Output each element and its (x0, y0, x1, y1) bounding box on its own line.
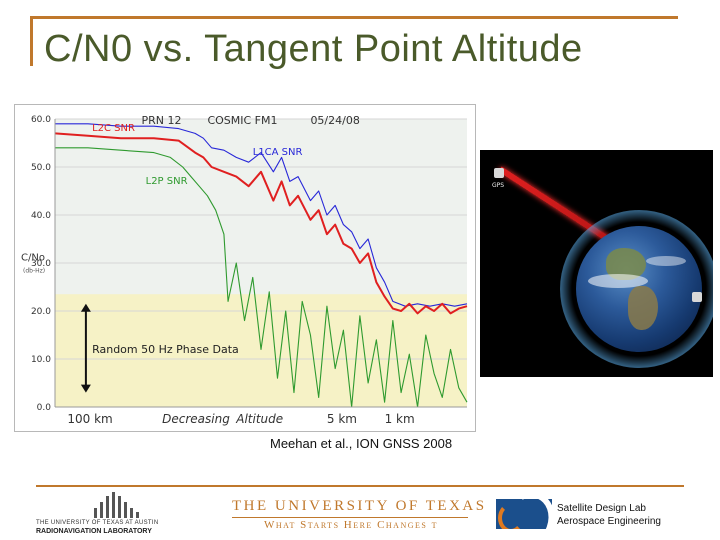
continent-shape (628, 286, 658, 330)
rnl-bars-icon (94, 492, 164, 518)
ut-tagline: What Starts Here Changes t (264, 519, 438, 531)
y-tick-label: 40.0 (31, 211, 51, 221)
y-tick-label: 0.0 (37, 403, 52, 413)
citation: Meehan et al., ION GNSS 2008 (270, 436, 453, 451)
y-tick-label: 20.0 (31, 307, 51, 317)
x-tick-label: Altitude (235, 412, 283, 426)
cloud-shape (588, 274, 648, 288)
series-line-l2p-snr (55, 147, 468, 408)
swoosh-shape (498, 503, 524, 529)
cloud-shape (646, 256, 686, 266)
rnl-university-text: THE UNIVERSITY OF TEXAS AT AUSTIN (36, 520, 159, 526)
chart-header-mission: COSMIC FM1 (207, 114, 277, 127)
x-tick-label: 5 km (327, 412, 357, 426)
radionavigation-lab-logo: THE UNIVERSITY OF TEXAS AT AUSTIN RADION… (36, 492, 186, 538)
chart-header-date: 05/24/08 (310, 114, 359, 127)
y-tick-label: 10.0 (31, 355, 51, 365)
x-tick-label: 1 km (385, 412, 415, 426)
x-tick-label: Decreasing (162, 412, 230, 426)
sdl-line-1: Satellite Design Lab (557, 503, 646, 514)
y-tick-label: 50.0 (31, 163, 51, 173)
phase-band-label: Random 50 Hz Phase Data (92, 343, 239, 356)
cosmic-satellite-icon (692, 292, 702, 302)
x-tick-label: 100 km (67, 412, 112, 426)
y-axis-label: C/No (21, 253, 45, 264)
title-rule-left (30, 16, 33, 66)
rnl-lab-text: RADIONAVIGATION LABORATORY (36, 528, 152, 535)
y-tick-label: 30.0 (31, 259, 51, 269)
series-line-l2c-snr (54, 132, 468, 315)
chart-header-prn: PRN 12 (142, 114, 182, 127)
series-line-l1ca-snr (55, 123, 468, 307)
sdl-text: Satellite Design Lab Aerospace Engineeri… (557, 502, 661, 528)
satellite-design-lab-logo (496, 499, 552, 529)
y-axis-units: (db-Hz) (23, 268, 45, 275)
gps-label: GPS (492, 182, 505, 189)
title-rule-top (30, 16, 678, 19)
legend-label: L2P SNR (146, 176, 188, 187)
gps-satellite-icon (494, 168, 504, 178)
band-arrow-down-icon (80, 384, 91, 393)
slide-title: C/N0 vs. Tangent Point Altitude (44, 28, 583, 70)
sdl-line-2: Aerospace Engineering (557, 516, 661, 527)
earth-globe-icon (576, 226, 702, 352)
phase-data-band (55, 294, 467, 407)
snr-chart: 0.0 10.0 20.0 30.0 40.0 50.0 60.0 C/No (db-Hz) PR… (14, 104, 476, 432)
legend-label: L1CA SNR (253, 147, 303, 158)
snr-chart-svg: 0.0 10.0 20.0 30.0 40.0 50.0 60.0 C/No (db-Hz) PR… (21, 114, 468, 426)
occultation-illustration: GPS (480, 150, 713, 377)
band-arrow-up-icon (80, 303, 91, 312)
ut-wordmark-rule (232, 517, 468, 518)
ut-wordmark: THE UNIVERSITY OF TEXAS (232, 498, 487, 514)
y-tick-label: 60.0 (31, 115, 51, 125)
legend-label: L2C SNR (92, 123, 135, 134)
footer-rule (36, 485, 684, 487)
